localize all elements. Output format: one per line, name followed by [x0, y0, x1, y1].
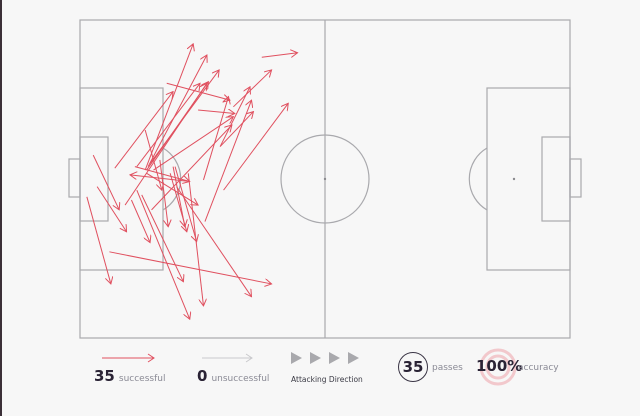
pass-arrow-21 — [146, 172, 198, 205]
pass-arrow-28 — [136, 189, 190, 319]
pass-arrow-19 — [134, 166, 190, 182]
pass-arrow-18 — [151, 125, 232, 211]
unsuccessful-legend: 0 unsuccessful — [197, 367, 269, 385]
attacking-direction-label: Attacking Direction — [291, 375, 363, 384]
accuracy-rings-icon — [479, 348, 517, 386]
pass-arrow-26 — [130, 199, 150, 243]
pass-arrow-1 — [261, 53, 298, 58]
left-border — [0, 0, 2, 416]
pass-arrow-35 — [169, 173, 187, 232]
passes-label: passes — [432, 363, 463, 373]
pass-arrow-33 — [144, 129, 162, 190]
pass-arrow-4 — [114, 92, 173, 169]
successful-label: successful — [118, 374, 166, 384]
pass-arrow-9 — [136, 83, 200, 167]
pass-arrow-30 — [159, 159, 168, 227]
pass-arrow-12 — [219, 87, 250, 147]
right-goal — [569, 158, 582, 198]
accuracy-label: accuracy — [518, 363, 559, 373]
pass-map-pitch — [68, 19, 582, 339]
attacking-direction-icon — [291, 352, 359, 364]
left-goal — [68, 158, 81, 198]
passes-count-badge: 35 — [398, 352, 428, 382]
unsuccessful-label: unsuccessful — [211, 374, 270, 384]
right-penalty-spot — [512, 177, 516, 181]
right-penalty-box — [486, 87, 571, 271]
pass-arrow-6 — [147, 55, 207, 167]
legend: 35 successful 0 unsuccessful Attacking D… — [0, 345, 640, 395]
unsuccessful-arrow-icon — [202, 353, 253, 363]
center-circle — [280, 134, 370, 224]
pass-arrow-10 — [124, 83, 207, 206]
pass-arrow-24 — [86, 196, 111, 284]
successful-legend: 35 successful — [94, 367, 165, 385]
pass-arrow-22 — [92, 154, 119, 210]
pass-arrow-5 — [144, 44, 193, 171]
successful-arrow-icon — [102, 353, 155, 363]
pass-arrow-20 — [130, 175, 190, 183]
accuracy-value: 100% — [476, 357, 523, 375]
pass-arrow-27 — [141, 194, 184, 282]
pass-arrow-34 — [174, 166, 197, 242]
pass-arrow-17 — [204, 100, 252, 222]
passes-count: 35 — [402, 358, 424, 376]
pass-arrow-15 — [219, 112, 253, 147]
pass-arrow-32 — [176, 186, 252, 297]
pass-arrow-25 — [109, 251, 271, 284]
right-six-yard-box — [541, 136, 571, 222]
pass-arrow-23 — [96, 186, 126, 232]
pass-arrow-14 — [233, 70, 271, 108]
right-penalty-arc — [468, 147, 488, 211]
pass-arrow-13 — [223, 103, 289, 191]
successful-count: 35 — [94, 367, 115, 385]
passes-layer — [86, 44, 298, 319]
center-spot — [323, 177, 327, 181]
pass-arrow-16 — [203, 97, 228, 181]
pass-arrow-3 — [198, 110, 235, 113]
unsuccessful-count: 0 — [197, 367, 208, 385]
left-six-yard-box — [79, 136, 109, 222]
left-penalty-box — [79, 87, 164, 271]
